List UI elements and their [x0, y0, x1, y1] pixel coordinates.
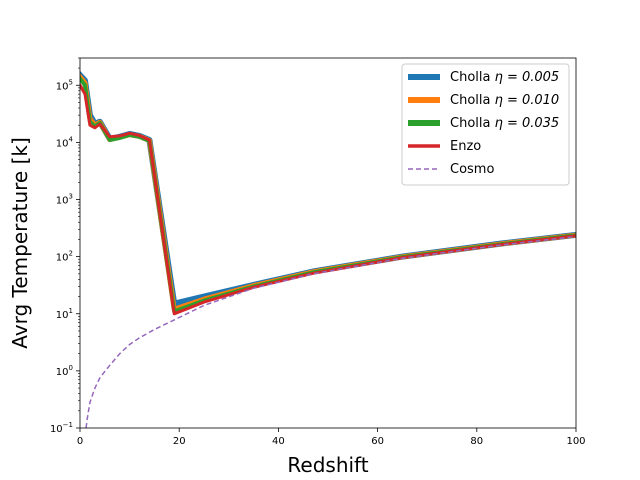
- x-axis-label: Redshift: [287, 453, 368, 477]
- legend-box: [401, 63, 570, 186]
- legend-label-1: Cholla η = 0.010: [450, 93, 559, 108]
- legend: Cholla η = 0.005 Cholla η = 0.010 Cholla η…: [401, 63, 570, 186]
- y-tick-label: 101: [56, 307, 73, 321]
- x-tick-label: 60: [371, 436, 384, 447]
- legend-label-3: Enzo: [450, 139, 481, 154]
- y-tick-label: 105: [56, 78, 73, 92]
- plot-frame: [79, 57, 577, 429]
- y-tick-label: 100: [56, 364, 73, 378]
- series-layer: [80, 70, 576, 428]
- y-tick-label: 103: [56, 193, 73, 207]
- legend-label-4: Cosmo: [450, 162, 494, 177]
- y-tick-label: 104: [56, 135, 74, 149]
- y-tick-label: 102: [56, 250, 73, 264]
- series-line-3: [80, 83, 576, 316]
- y-axis: 10−1 100 101 102 103 104 105: [50, 57, 80, 435]
- x-axis: 0 20 40 60 80 100: [77, 428, 586, 447]
- x-tick-label: 80: [470, 436, 483, 447]
- legend-label-0: Cholla η = 0.005: [450, 70, 559, 85]
- legend-label-2: Cholla η = 0.035: [450, 116, 559, 131]
- y-tick-label: 10−1: [50, 421, 73, 435]
- x-tick-label: 40: [272, 436, 285, 447]
- x-tick-label: 0: [77, 436, 83, 447]
- x-tick-label: 100: [566, 436, 585, 447]
- x-tick-label: 20: [173, 436, 186, 447]
- y-axis-label: Avrg Temperature [k]: [8, 137, 32, 349]
